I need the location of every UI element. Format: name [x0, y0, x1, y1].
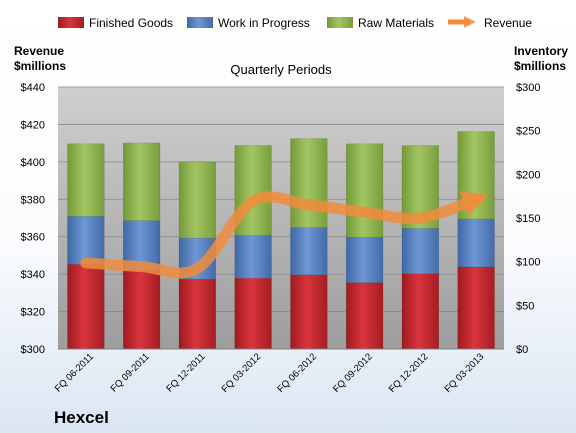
x-tick-label: FQ 09-2012	[331, 351, 375, 395]
bar-raw-materials	[178, 161, 217, 239]
legend-label-work-in-progress: Work in Progress	[218, 16, 310, 30]
x-axis-ticks: FQ 06-2011 FQ 09-2011 FQ 12-2011 FQ 03-2012…	[53, 351, 486, 395]
bar-raw-materials	[122, 142, 161, 221]
left-axis-title-line1: Revenue	[14, 44, 64, 58]
legend-label-finished-goods: Finished Goods	[89, 16, 173, 30]
company-label: Hexcel	[54, 408, 109, 427]
bar-raw-materials	[290, 138, 328, 228]
left-tick-label: $340	[21, 269, 45, 281]
legend: Finished Goods Work in Progress Raw Mate…	[58, 15, 532, 30]
plot-title: Quarterly Periods	[230, 62, 332, 77]
bar-work-in-progress	[234, 235, 272, 279]
x-tick-label: FQ 12-2011	[164, 351, 207, 394]
bar-work-in-progress	[67, 216, 105, 265]
bar-work-in-progress	[345, 236, 384, 283]
legend-item-raw-materials: Raw Materials	[327, 16, 434, 30]
left-axis-ticks: $300 $320 $340 $360 $380 $400 $420 $440	[21, 82, 45, 356]
x-tick-label: FQ 06-2012	[275, 351, 319, 395]
right-axis-ticks: $0 $50 $100 $150 $200 $250 $300	[516, 82, 540, 356]
right-axis-title-line1: Inventory	[514, 44, 568, 58]
revenue-line-group	[80, 190, 489, 279]
legend-label-revenue: Revenue	[484, 16, 532, 30]
left-tick-label: $400	[21, 157, 45, 169]
left-tick-label: $320	[21, 307, 45, 319]
right-axis-title-line2: $millions	[514, 59, 566, 73]
right-tick-label: $200	[516, 169, 540, 181]
bar-work-in-progress	[401, 228, 440, 275]
x-tick-label: FQ 03-2012	[220, 351, 264, 395]
bar-finished-goods	[401, 273, 440, 350]
left-tick-label: $440	[21, 82, 45, 94]
bar-raw-materials	[345, 143, 384, 238]
right-tick-label: $50	[516, 300, 534, 312]
left-tick-label: $380	[21, 194, 45, 206]
bar-finished-goods	[178, 278, 217, 350]
left-tick-label: $420	[21, 119, 45, 131]
legend-swatch-raw-materials	[327, 17, 353, 28]
x-tick-label: FQ 09-2011	[109, 351, 152, 394]
bar-work-in-progress	[290, 227, 328, 276]
legend-swatch-finished-goods	[58, 17, 84, 28]
x-tick-label: FQ 06-2011	[53, 351, 96, 394]
bar-finished-goods	[234, 278, 272, 350]
right-tick-label: $150	[516, 213, 540, 225]
right-tick-label: $300	[516, 82, 540, 94]
bar-work-in-progress	[457, 218, 495, 268]
right-tick-label: $100	[516, 257, 540, 269]
right-tick-label: $0	[516, 344, 528, 356]
legend-item-revenue: Revenue	[448, 15, 532, 30]
x-tick-label: FQ 12-2012	[387, 351, 431, 395]
legend-item-finished-goods: Finished Goods	[58, 16, 173, 30]
bar-finished-goods	[122, 270, 161, 350]
legend-item-work-in-progress: Work in Progress	[187, 16, 310, 30]
bar-finished-goods	[457, 266, 495, 350]
revenue-line	[80, 190, 489, 279]
legend-swatch-work-in-progress	[187, 17, 213, 28]
x-tick-label: FQ 03-2013	[443, 351, 487, 395]
bars	[67, 131, 495, 350]
left-tick-label: $360	[21, 232, 45, 244]
bar-finished-goods	[67, 264, 105, 350]
legend-label-raw-materials: Raw Materials	[358, 16, 434, 30]
bar-raw-materials	[67, 143, 105, 217]
right-tick-label: $250	[516, 126, 540, 138]
left-axis-title-line2: $millions	[14, 59, 66, 73]
left-tick-label: $300	[21, 344, 45, 356]
bar-finished-goods	[345, 282, 384, 350]
bar-finished-goods	[290, 274, 328, 350]
